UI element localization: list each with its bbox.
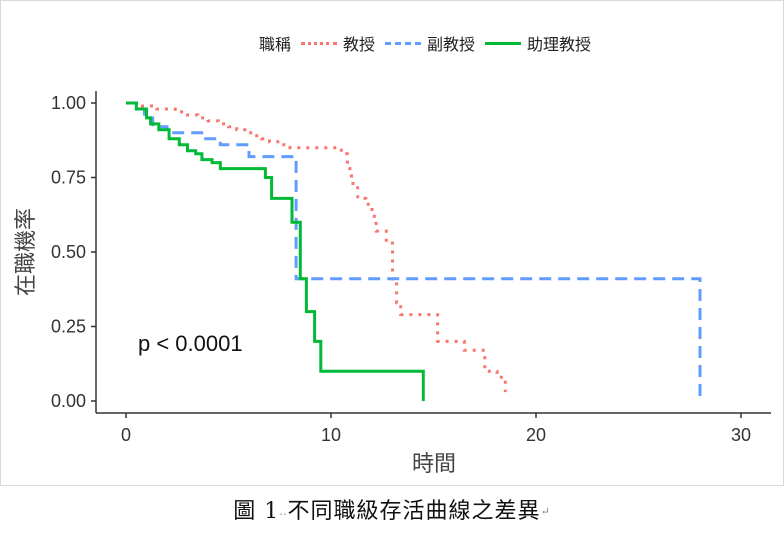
x-tick-label: 10 xyxy=(321,425,341,445)
legend-title: 職稱 xyxy=(259,35,292,54)
y-axis-ticks: 0.00 0.25 0.50 0.75 1.00 xyxy=(51,93,96,411)
y-tick-label: 0.25 xyxy=(51,317,86,337)
legend-label-assistant-professor: 助理教授 xyxy=(527,35,592,54)
legend: 職稱 教授 副教授 助理教授 xyxy=(259,29,601,57)
series-line-associate-professor xyxy=(126,101,702,401)
y-tick-label: 0.50 xyxy=(51,242,86,262)
figure-caption: 圖 1‥不同職級存活曲線之差異↵ xyxy=(0,494,784,530)
series-layer xyxy=(126,101,702,401)
caption-return-mark: ↵ xyxy=(540,505,551,518)
x-axis-ticks: 0 10 20 30 xyxy=(121,413,751,445)
legend-item-associate-professor: 副教授 xyxy=(385,31,475,55)
x-tick-label: 30 xyxy=(731,425,751,445)
caption-text: 不同職級存活曲線之差異 xyxy=(287,499,541,524)
caption-dots: ‥ xyxy=(279,505,288,518)
legend-key-professor xyxy=(301,41,338,45)
y-tick-label: 0.75 xyxy=(51,168,86,188)
x-tick-label: 20 xyxy=(526,425,546,445)
p-value-annotation: p < 0.0001 xyxy=(138,331,243,356)
survival-chart: 0 10 20 30 0.00 0.25 0.50 0.75 1.00 時間 在職機率 p <… xyxy=(14,91,771,477)
x-axis-label: 時間 xyxy=(412,452,456,477)
legend-key-assistant-professor xyxy=(485,41,522,45)
legend-item-assistant-professor: 助理教授 xyxy=(485,31,591,55)
x-tick-label: 0 xyxy=(121,425,131,445)
legend-item-professor: 教授 xyxy=(301,31,375,55)
series-line-assistant-professor xyxy=(126,101,425,401)
caption-label: 圖 1 xyxy=(233,499,280,524)
legend-label-professor: 教授 xyxy=(343,35,376,54)
legend-key-associate-professor xyxy=(385,41,422,45)
series-line-professor xyxy=(126,101,507,393)
y-tick-label: 1.00 xyxy=(51,93,86,113)
y-tick-label: 0.00 xyxy=(51,391,86,411)
chart-frame: 0 10 20 30 0.00 0.25 0.50 0.75 1.00 時間 在職機率 p <… xyxy=(0,0,784,486)
legend-label-associate-professor: 副教授 xyxy=(427,35,476,54)
y-axis-label: 在職機率 xyxy=(14,208,39,296)
